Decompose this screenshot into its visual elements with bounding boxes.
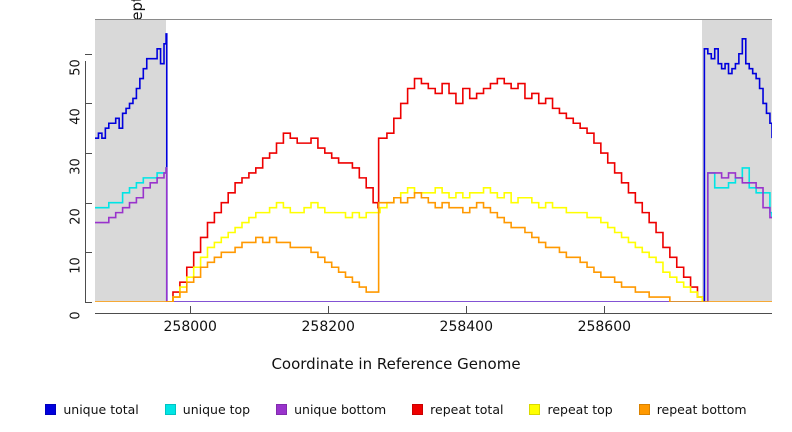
y-tick-label: 0	[68, 311, 84, 320]
y-tick	[85, 202, 92, 204]
series-line-unique-top	[95, 167, 772, 302]
x-axis-line	[95, 313, 772, 314]
y-tick	[85, 302, 92, 303]
y-axis-line	[85, 61, 86, 303]
shaded-region-right	[702, 19, 772, 302]
y-tick	[85, 103, 92, 105]
legend-item-repeat-bottom[interactable]: repeat bottom	[638, 401, 747, 417]
legend-label: repeat top	[547, 401, 613, 417]
legend-label: unique bottom	[294, 401, 387, 417]
legend-item-unique-top[interactable]: unique top	[164, 401, 251, 417]
series-lines	[95, 33, 772, 302]
series-line-unique-bottom	[95, 167, 772, 302]
y-tick-label: 20	[68, 207, 84, 225]
x-tick	[190, 306, 192, 314]
y-tick	[85, 153, 92, 155]
x-axis-title: Coordinate in Reference Genome	[271, 355, 521, 373]
legend-item-unique-total[interactable]: unique total	[45, 401, 139, 417]
y-tick-label: 10	[68, 257, 84, 275]
x-tick	[466, 306, 468, 314]
legend-swatch-icon	[45, 403, 57, 415]
legend-label: repeat bottom	[656, 401, 747, 417]
y-tick	[85, 252, 92, 254]
plot-area	[95, 19, 772, 302]
series-line-repeat-top	[166, 187, 704, 302]
y-tick-label: 50	[68, 58, 84, 76]
y-tick	[85, 53, 92, 55]
y-tick-label: 40	[68, 108, 84, 126]
legend-item-unique-bottom[interactable]: unique bottom	[276, 402, 386, 417]
legend-swatch-icon	[164, 403, 176, 415]
legend-item-repeat-top[interactable]: repeat top	[529, 401, 613, 417]
series-line-repeat-total	[166, 77, 704, 302]
chart-legend: unique total unique top unique bottom repea…	[0, 398, 792, 420]
series-line-repeat-bottom	[95, 191, 772, 302]
series-line-unique-total	[95, 33, 772, 302]
legend-swatch-icon	[276, 403, 288, 415]
legend-swatch-icon	[529, 403, 541, 415]
legend-label: repeat total	[430, 401, 504, 417]
shaded-region-left	[95, 19, 167, 302]
x-tick-label: 258200	[301, 319, 355, 335]
legend-label: unique total	[63, 401, 139, 417]
legend-swatch-icon	[412, 403, 424, 415]
y-tick-label: 30	[68, 158, 84, 175]
x-tick	[604, 306, 606, 314]
legend-swatch-icon	[638, 403, 650, 415]
x-tick-label: 258600	[577, 319, 632, 335]
x-tick-label: 258400	[439, 319, 493, 335]
x-tick-label: 258000	[163, 319, 217, 335]
plot-top-border	[95, 19, 772, 20]
legend-item-repeat-total[interactable]: repeat total	[412, 402, 503, 417]
x-tick	[328, 306, 330, 314]
legend-label: unique top	[182, 401, 251, 417]
